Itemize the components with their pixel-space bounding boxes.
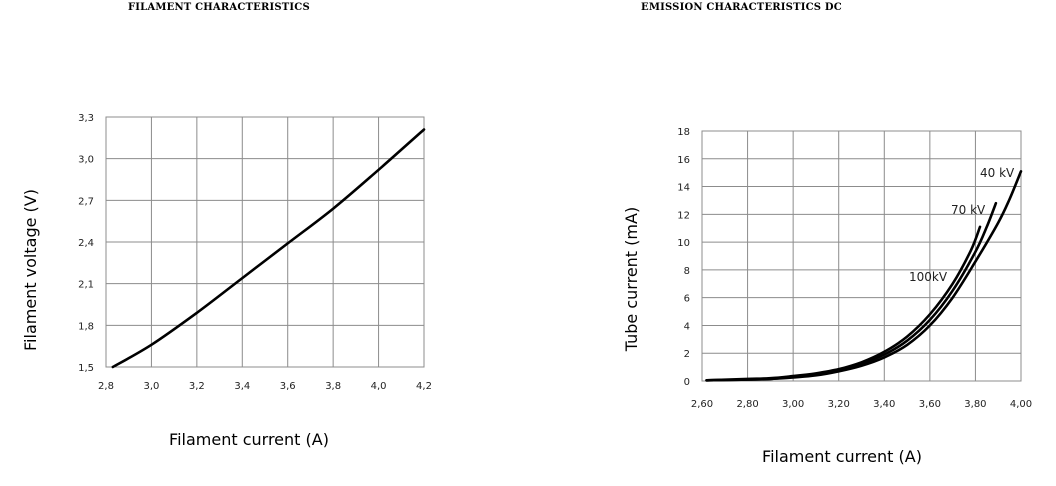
c2-series-line-100kv	[705, 225, 982, 382]
c2-plot-frame	[701, 130, 1022, 382]
c1-x-tick-label: 3,0	[143, 381, 159, 392]
c2-x-tick-label: 4,00	[1010, 399, 1032, 410]
c2-x-tick-label: 2,60	[691, 399, 713, 410]
c2-y-tick-label: 10	[677, 238, 690, 249]
c2-x-tick-label: 3,00	[782, 399, 804, 410]
c2-y-tick-label: 8	[684, 266, 690, 277]
c1-x-tick-label: 3,8	[325, 381, 341, 392]
c1-series-line-voltage	[111, 128, 426, 369]
chart1-title: FILAMENT CHARACTERISTICS	[128, 2, 310, 13]
c1-y-axis-label: Filament voltage (V)	[21, 189, 40, 351]
c2-y-tick-label: 12	[677, 210, 690, 221]
c1-x-axis-label: Filament current (A)	[169, 430, 329, 449]
c2-series-label-40-kv: 40 kV	[980, 166, 1015, 180]
c1-x-tick-label: 3,6	[280, 381, 296, 392]
c2-y-tick-label: 6	[684, 294, 690, 305]
c1-x-tick-label: 4,0	[371, 381, 387, 392]
c2-y-tick-label: 18	[677, 127, 690, 138]
c2-y-tick-label: 2	[684, 349, 690, 360]
c2-y-tick-label: 0	[684, 377, 690, 388]
c1-x-tick-label: 3,4	[234, 381, 250, 392]
c2-y-axis-label: Tube current (mA)	[622, 207, 641, 352]
chart2-title: EMISSION CHARACTERISTICS DC	[641, 2, 842, 13]
c1-plot-frame	[105, 116, 425, 368]
c1-x-tick-label: 2,8	[98, 381, 114, 392]
c2-x-axis-label: Filament current (A)	[762, 447, 922, 466]
c1-x-tick-label: 3,2	[189, 381, 205, 392]
c2-x-tick-label: 3,40	[873, 399, 895, 410]
c1-y-tick-label: 3,3	[78, 113, 94, 124]
c2-x-tick-label: 3,60	[919, 399, 941, 410]
c2-y-tick-label: 16	[677, 155, 690, 166]
c2-x-tick-label: 3,80	[964, 399, 986, 410]
c2-y-tick-label: 4	[684, 321, 690, 332]
c1-y-tick-label: 1,8	[78, 321, 94, 332]
c2-series-label-100kv: 100kV	[909, 270, 948, 284]
c2-series-label-70-kv: 70 kV	[951, 203, 986, 217]
c2-x-tick-label: 3,20	[828, 399, 850, 410]
c2-series-line-70-kv	[705, 201, 998, 382]
c1-x-tick-label: 4,2	[416, 381, 432, 392]
c1-y-tick-label: 2,4	[78, 238, 94, 249]
c1-y-tick-label: 2,1	[78, 280, 94, 291]
c1-y-tick-label: 1,5	[78, 363, 94, 374]
c2-y-tick-label: 14	[677, 183, 690, 194]
c1-y-tick-label: 2,7	[78, 196, 94, 207]
c1-y-tick-label: 3,0	[78, 155, 94, 166]
c2-x-tick-label: 2,80	[736, 399, 758, 410]
